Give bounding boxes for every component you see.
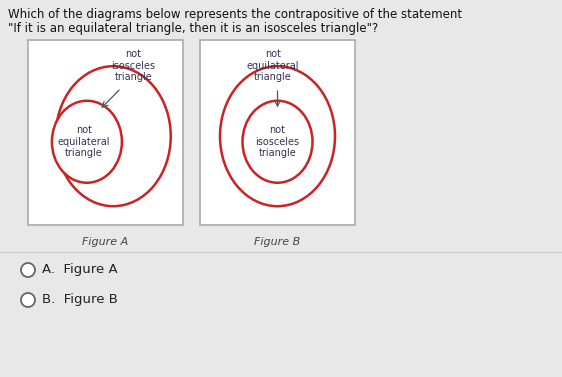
Text: Which of the diagrams below represents the contrapositive of the statement: Which of the diagrams below represents t… (8, 8, 462, 21)
Text: Figure A: Figure A (83, 237, 129, 247)
Text: not
equilateral
triangle: not equilateral triangle (247, 49, 299, 83)
Text: Figure B: Figure B (255, 237, 301, 247)
FancyBboxPatch shape (28, 40, 183, 225)
Text: not
equilateral
triangle: not equilateral triangle (57, 125, 110, 158)
Circle shape (21, 293, 35, 307)
Text: not
isosceles
triangle: not isosceles triangle (256, 125, 300, 158)
Text: A.  Figure A: A. Figure A (42, 264, 117, 276)
Text: "If it is an equilateral triangle, then it is an isosceles triangle"?: "If it is an equilateral triangle, then … (8, 22, 378, 35)
Ellipse shape (56, 66, 171, 206)
Circle shape (21, 263, 35, 277)
Ellipse shape (242, 101, 312, 183)
Ellipse shape (220, 66, 335, 206)
Text: B.  Figure B: B. Figure B (42, 294, 118, 307)
Text: not
isosceles
triangle: not isosceles triangle (111, 49, 156, 83)
Ellipse shape (52, 101, 122, 183)
FancyBboxPatch shape (200, 40, 355, 225)
